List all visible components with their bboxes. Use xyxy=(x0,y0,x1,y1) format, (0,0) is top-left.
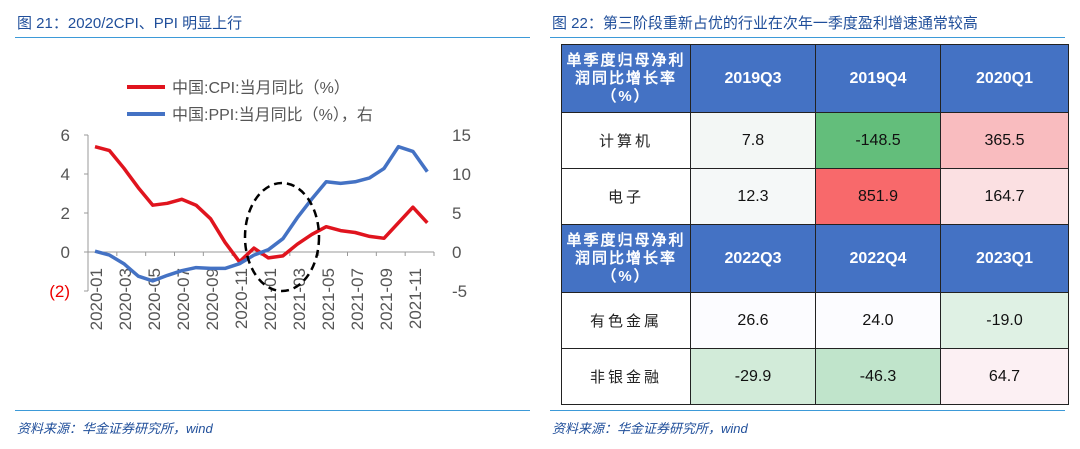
table-row: 非银金融 -29.9 -46.3 64.7 xyxy=(561,348,1069,405)
column-header: 2022Q3 xyxy=(690,224,816,293)
right-title-rule xyxy=(550,37,1065,38)
y-right-tick-label: 0 xyxy=(452,243,461,262)
cpi-ppi-chart: 中国:CPI:当月同比（%） 中国:PPI:当月同比（%），右 (2) 0 2 4 6 -… xyxy=(49,79,471,330)
x-tick-label: 2020-01 xyxy=(87,268,106,330)
legend-label-ppi: 中国:PPI:当月同比（%），右 xyxy=(172,106,373,124)
x-tick-label: 2020-07 xyxy=(174,268,193,330)
x-tick-label: 2021-07 xyxy=(348,268,367,330)
table-header-row: 单季度归母净利润同比增长率（%） 2019Q3 2019Q4 2020Q1 xyxy=(561,44,1069,113)
y-right-tick-label: 5 xyxy=(452,204,461,223)
row-label: 有色金属 xyxy=(561,292,691,349)
x-tick-label: 2021-05 xyxy=(319,268,338,330)
header-label: 单季度归母净利润同比增长率（%） xyxy=(561,224,691,293)
y-right-tick-label: 15 xyxy=(452,126,471,145)
value-cell: 26.6 xyxy=(690,292,816,349)
value-cell: 7.8 xyxy=(690,112,816,169)
value-cell: -29.9 xyxy=(690,348,816,405)
legend: 中国:CPI:当月同比（%） 中国:PPI:当月同比（%），右 xyxy=(127,79,373,124)
legend-label-cpi: 中国:CPI:当月同比（%） xyxy=(172,79,350,97)
value-cell: 365.5 xyxy=(940,112,1069,169)
y-left-tick-label: (2) xyxy=(49,282,70,301)
column-header: 2022Q4 xyxy=(815,224,941,293)
header-label: 单季度归母净利润同比增长率（%） xyxy=(561,44,691,113)
value-cell: -19.0 xyxy=(940,292,1069,349)
y-left-tick-label: 0 xyxy=(61,243,70,262)
y-right-tick-label: -5 xyxy=(452,282,467,301)
table-row: 电子 12.3 851.9 164.7 xyxy=(561,168,1069,225)
value-cell: 24.0 xyxy=(815,292,941,349)
cpi-line xyxy=(94,145,429,264)
row-label: 计算机 xyxy=(561,112,691,169)
right-source-rule xyxy=(550,410,1065,411)
left-title-rule xyxy=(15,37,530,38)
profit-growth-table: 单季度归母净利润同比增长率（%） 2019Q3 2019Q4 2020Q1 计算机 7.8… xyxy=(561,44,1069,405)
ppi-line xyxy=(94,144,429,283)
x-tick-label: 2020-03 xyxy=(116,268,135,330)
value-cell: 851.9 xyxy=(815,168,941,225)
column-header: 2023Q1 xyxy=(940,224,1069,293)
right-figure-title: 图 22：第三阶段重新占优的行业在次年一季度盈利增速通常较高 xyxy=(552,15,978,32)
y-left-tick-label: 4 xyxy=(61,165,70,184)
x-tick-label: 2020-11 xyxy=(232,268,251,329)
value-cell: 64.7 xyxy=(940,348,1069,405)
table-header-row: 单季度归母净利润同比增长率（%） 2022Q3 2022Q4 2023Q1 xyxy=(561,224,1069,293)
x-tick-label: 2020-09 xyxy=(203,268,222,330)
left-figure-title: 图 21：2020/2CPI、PPI 明显上行 xyxy=(17,15,243,32)
left-source: 资料来源：华金证券研究所，wind xyxy=(17,421,213,436)
table-row: 有色金属 26.6 24.0 -19.0 xyxy=(561,292,1069,349)
row-label: 电子 xyxy=(561,168,691,225)
value-cell: 12.3 xyxy=(690,168,816,225)
value-cell: -148.5 xyxy=(815,112,941,169)
x-tick-label: 2020-05 xyxy=(145,268,164,330)
left-source-rule xyxy=(15,410,530,411)
column-header: 2019Q3 xyxy=(690,44,816,113)
table-row: 计算机 7.8 -148.5 365.5 xyxy=(561,112,1069,169)
x-tick-label: 2021-03 xyxy=(290,268,309,330)
highlight-ellipse xyxy=(243,181,321,293)
value-cell: -46.3 xyxy=(815,348,941,405)
y-left-tick-label: 6 xyxy=(61,126,70,145)
value-cell: 164.7 xyxy=(940,168,1069,225)
column-header: 2019Q4 xyxy=(815,44,941,113)
x-tick-label: 2021-01 xyxy=(261,268,280,330)
row-label: 非银金融 xyxy=(561,348,691,405)
column-header: 2020Q1 xyxy=(940,44,1069,113)
right-source: 资料来源：华金证券研究所，wind xyxy=(552,421,748,436)
y-left-tick-label: 2 xyxy=(61,204,70,223)
y-right-tick-label: 10 xyxy=(452,165,471,184)
x-tick-label: 2021-11 xyxy=(406,268,425,329)
x-tick-label: 2021-09 xyxy=(377,268,396,330)
